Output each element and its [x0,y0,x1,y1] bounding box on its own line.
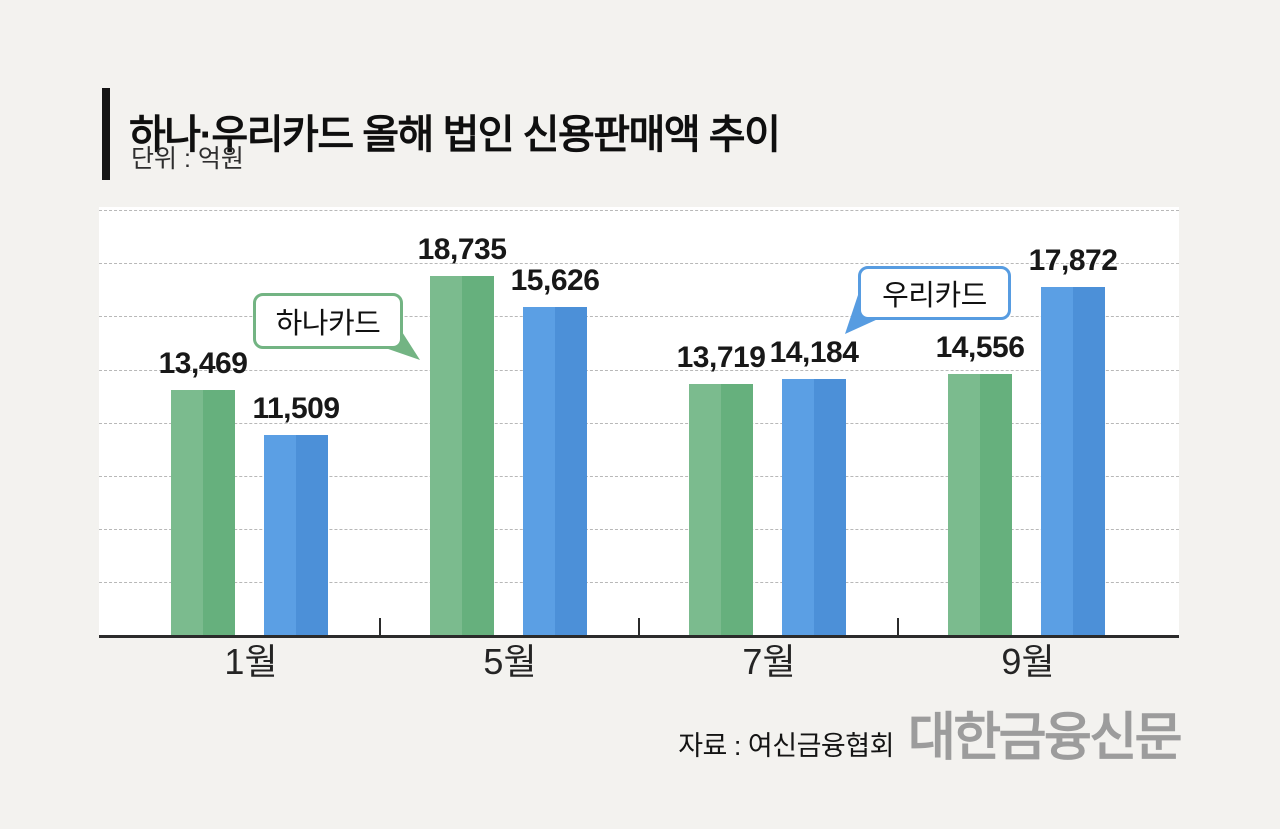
bar-hana-5월 [430,276,494,635]
x-axis-labels: 1월 5월 7월 9월 [99,640,1179,686]
gridline [99,316,1179,318]
value-label-woori-9월: 17,872 [1028,244,1118,277]
x-tick-label-7월: 7월 [742,641,796,682]
chart-title: 하나·우리카드 올해 법인 신용판매액 추이 [129,112,781,157]
bar-woori-9월 [1041,287,1105,635]
title-accent-bar [102,88,110,180]
gridline [99,476,1179,477]
value-label-woori-7월: 14,184 [769,336,859,369]
bar-hana-7월 [689,384,753,635]
callout-hana-label: 하나카드 [275,308,381,340]
axis-tick [638,618,640,635]
value-label-hana-1월: 13,469 [158,347,248,380]
footer: 자료 : 여신금융협회 대한금융신문 [99,709,1183,767]
x-tick-label-9월: 9월 [1001,641,1055,682]
callout-woori-label: 우리카드 [882,280,987,312]
plot-area: 하나카드 우리카드 13,469 18,735 13,719 14,556 11,509… [99,207,1179,638]
bar-hana-9월 [948,374,1012,635]
value-label-hana-9월: 14,556 [935,331,1025,364]
gridline [99,582,1179,584]
axis-tick [379,618,381,635]
value-label-woori-1월: 11,509 [252,392,340,425]
value-label-woori-5월: 15,626 [510,264,600,297]
callout-hana-card: 하나카드 [253,293,403,349]
gridline [99,529,1179,531]
x-tick-label-1월: 1월 [224,641,278,682]
x-tick-label-5월: 5월 [483,641,537,682]
value-label-hana-5월: 18,735 [417,233,507,266]
value-label-hana-7월: 13,719 [676,341,766,374]
axis-tick [897,618,899,635]
bar-woori-7월 [782,379,846,635]
publisher-logo: 대한금융신문 [907,709,1183,767]
bar-hana-1월 [171,390,235,635]
unit-label: 단위 : 억원 [131,145,244,173]
source-label: 자료 : 여신금융협회 [678,731,894,761]
bar-woori-1월 [264,435,328,635]
bar-woori-5월 [523,307,587,635]
gridline [99,369,1179,371]
gridline [99,210,1179,211]
gridline [99,422,1179,424]
gridline [99,263,1179,265]
callout-woori-card: 우리카드 [858,266,1011,320]
